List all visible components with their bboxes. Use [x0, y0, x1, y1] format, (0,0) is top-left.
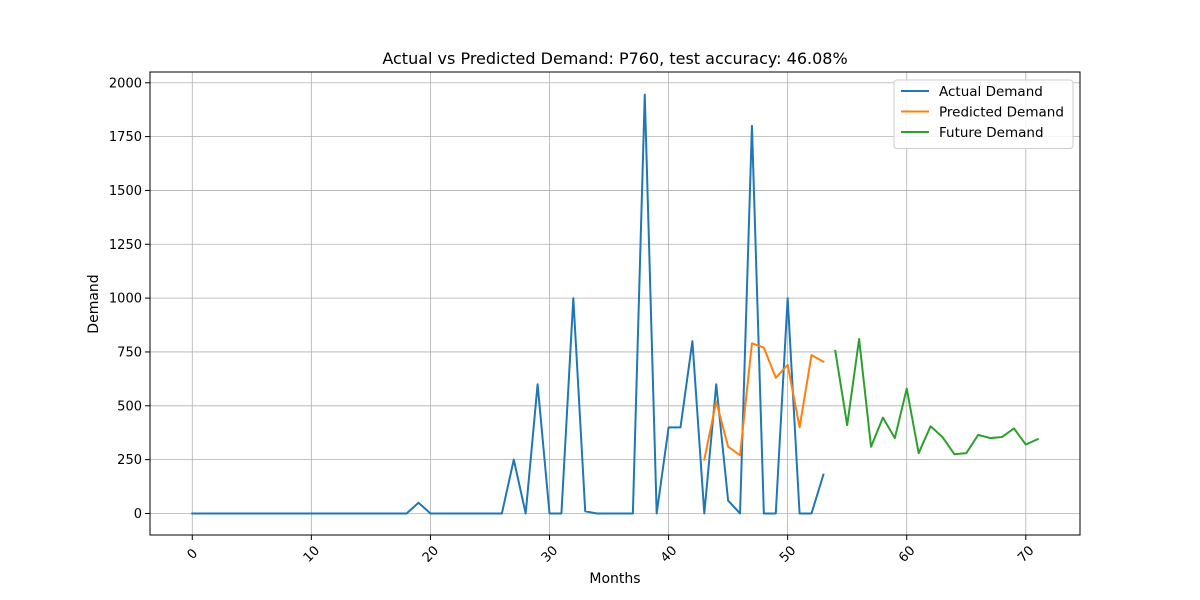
y-tick-label: 250 [117, 453, 142, 468]
plot-area-frame [149, 71, 1081, 536]
y-tick-label: 1500 [109, 184, 142, 199]
series-lines [191, 93, 1040, 515]
legend-label-predicted-demand: Predicted Demand [939, 105, 1064, 121]
legend-box [893, 79, 1074, 149]
series-line-predicted-demand [703, 342, 825, 461]
y-tick-label: 1750 [109, 130, 142, 145]
x-axis-label: Months [589, 571, 640, 587]
y-tick-label: 500 [117, 399, 142, 414]
y-tick-label: 1250 [109, 238, 142, 253]
y-axis-label: Demand [86, 274, 102, 333]
y-tick-label: 1000 [109, 292, 142, 307]
legend-label-future-demand: Future Demand [939, 125, 1044, 141]
y-tick-label: 750 [117, 345, 142, 360]
series-line-future-demand [834, 338, 1040, 456]
legend: Actual Demand Predicted Demand Future Dema… [893, 79, 1074, 149]
series-line-actual-demand [191, 93, 825, 515]
y-tick-label: 0 [134, 507, 142, 522]
legend-label-actual-demand: Actual Demand [939, 84, 1043, 100]
y-axis-ticks: 0 250 500 750 1000 1250 1500 1750 2000 [109, 76, 150, 522]
chart-title: Actual vs Predicted Demand: P760, test a… [382, 49, 847, 68]
y-tick-label: 2000 [109, 76, 142, 91]
